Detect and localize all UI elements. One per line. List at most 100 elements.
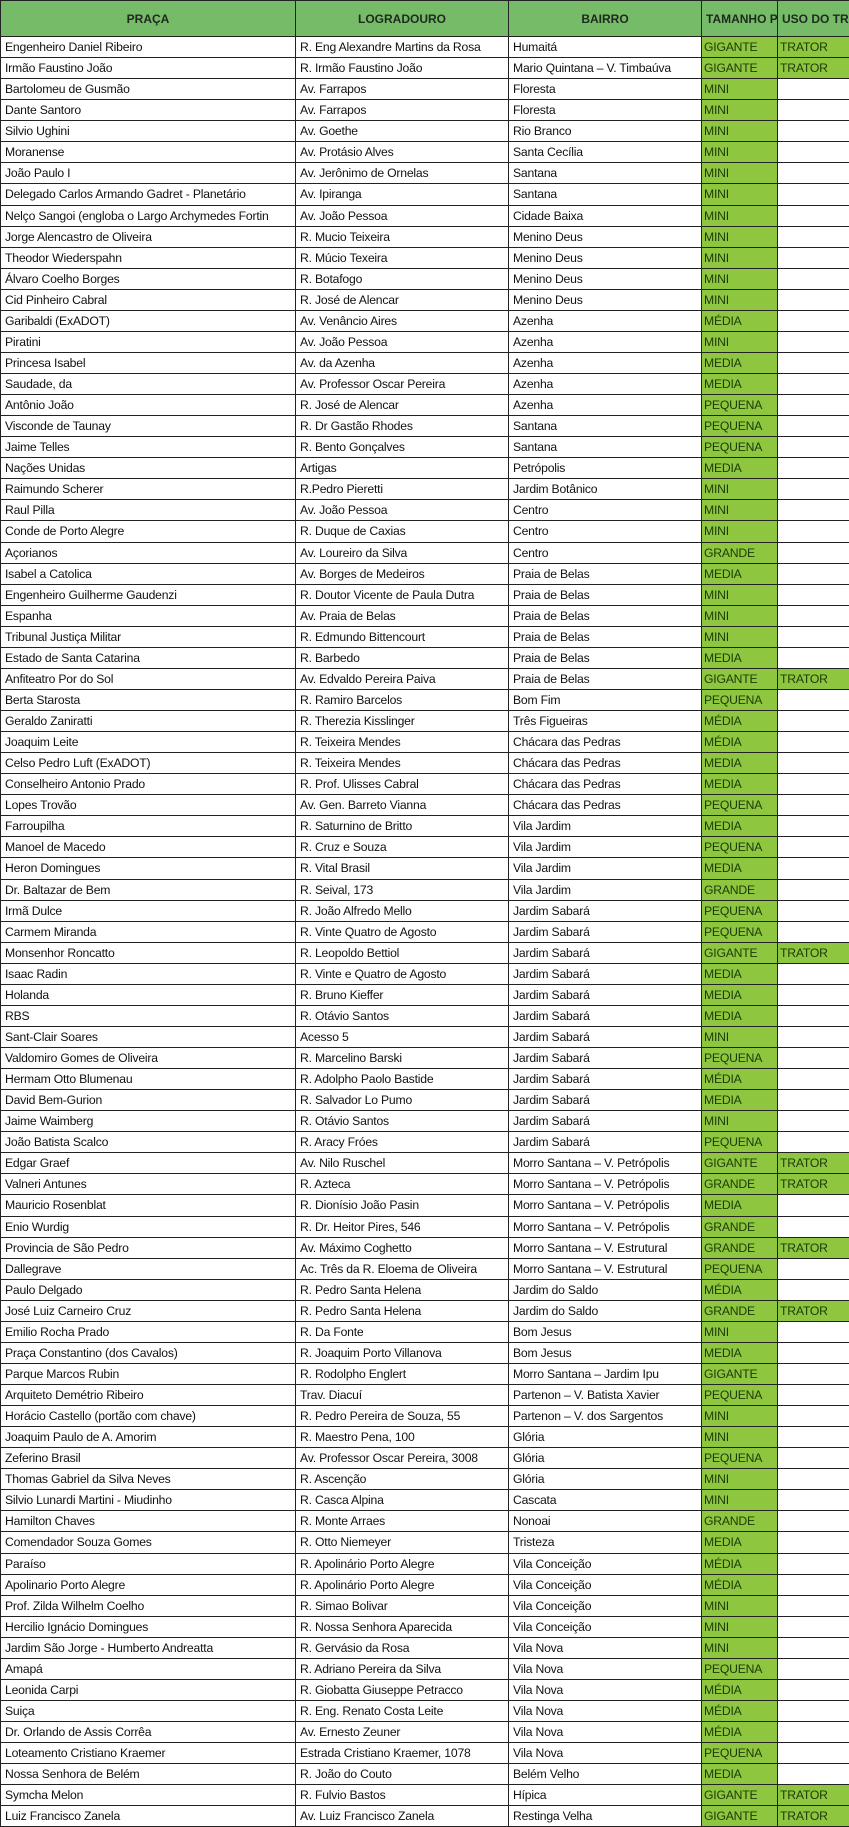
praca-cell: Thomas Gabriel da Silva Neves (0, 1468, 296, 1491)
uso-trator-cell: TRATOR (777, 667, 849, 690)
tamanho-cell: GIGANTE (701, 1784, 778, 1807)
tamanho-cell: MEDIA (701, 1194, 778, 1217)
tamanho-cell: PEQUENA (701, 415, 778, 438)
bairro-cell: Jardim Sabará (508, 962, 702, 985)
uso-trator-cell (777, 752, 849, 775)
tamanho-cell: MINI (701, 583, 778, 606)
table-row: Edgar Graef Av. Nilo Ruschel Morro Santana… (0, 1152, 849, 1175)
logradouro-cell: Artigas (295, 457, 509, 480)
logradouro-cell: R. Irmão Faustino João (295, 57, 509, 80)
table-row: Engenheiro Daniel Ribeiro R. Eng Alexandr… (0, 35, 849, 59)
table-row: Garibaldi (ExADOT) Av. Venâncio Aires Azen… (0, 309, 849, 332)
tamanho-cell: GIGANTE (701, 1362, 778, 1386)
uso-trator-cell (777, 1552, 849, 1575)
uso-trator-cell (777, 309, 849, 332)
praca-cell: Jardim São Jorge - Humberto Andreatta (0, 1636, 296, 1659)
praca-cell: Apolinario Porto Alegre (0, 1573, 296, 1596)
praca-cell: Jaime Waimberg (0, 1110, 296, 1133)
tamanho-cell: MÉDIA (701, 1068, 778, 1091)
tamanho-cell: MEDIA (701, 1089, 778, 1112)
bairro-cell: Vila Conceição (508, 1573, 702, 1596)
table-row: Jaime Waimberg R. Otávio Santos Jardim Sab… (0, 1110, 849, 1133)
uso-trator-cell: TRATOR (777, 1152, 849, 1175)
uso-trator-cell (777, 78, 849, 101)
tamanho-cell: PEQUENA (701, 1046, 778, 1070)
bairro-cell: Nonoai (508, 1510, 702, 1533)
tamanho-cell: MINI (701, 1405, 778, 1428)
bairro-cell: Glória (508, 1426, 702, 1449)
table-row: Horácio Castello (portão com chave) R. Pe… (0, 1405, 849, 1428)
logradouro-cell: R. Joaquim Porto Villanova (295, 1341, 509, 1364)
praca-cell: Dante Santoro (0, 99, 296, 122)
praca-cell: Joaquim Paulo de A. Amorim (0, 1426, 296, 1449)
table-row: Prof. Zilda Wilhelm Coelho R. Simao Boliv… (0, 1594, 849, 1617)
logradouro-cell: R. Casca Alpina (295, 1489, 509, 1512)
table-row: Valneri Antunes R. Azteca Morro Santana – … (0, 1173, 849, 1196)
uso-trator-cell (777, 773, 849, 796)
tamanho-cell: MINI (701, 78, 778, 101)
praca-cell: Delegado Carlos Armando Gadret - Planetá… (0, 183, 296, 206)
logradouro-cell: R. Teixeira Mendes (295, 752, 509, 775)
logradouro-cell: R. Nossa Senhora Aparecida (295, 1615, 509, 1638)
uso-trator-cell (777, 688, 849, 712)
praca-cell: Valneri Antunes (0, 1173, 296, 1196)
table-row: Raul Pilla Av. João Pessoa Centro MINI (0, 499, 849, 522)
praca-cell: Edgar Graef (0, 1152, 296, 1175)
logradouro-cell: R. Simao Bolivar (295, 1594, 509, 1617)
uso-trator-cell (777, 1046, 849, 1070)
bairro-cell: Glória (508, 1468, 702, 1491)
uso-trator-cell (777, 1742, 849, 1765)
bairro-cell: Jardim do Saldo (508, 1278, 702, 1301)
bairro-cell: Morro Santana – V. Petrópolis (508, 1173, 702, 1196)
praca-cell: Arquiteto Demétrio Ribeiro (0, 1383, 296, 1407)
logradouro-cell: R. Otávio Santos (295, 1110, 509, 1133)
bairro-cell: Tristeza (508, 1531, 702, 1554)
logradouro-cell: R. Salvador Lo Pumo (295, 1089, 509, 1112)
logradouro-cell: R. Edmundo Bittencourt (295, 625, 509, 648)
praca-cell: Monsenhor Roncatto (0, 941, 296, 964)
bairro-cell: Morro Santana – V. Petrópolis (508, 1215, 702, 1238)
praca-cell: RBS (0, 1004, 296, 1027)
uso-trator-cell (777, 899, 849, 922)
header-bairro: BAIRRO (508, 0, 702, 37)
praca-cell: Nossa Senhora de Belém (0, 1763, 296, 1786)
praca-cell: Garibaldi (ExADOT) (0, 309, 296, 332)
uso-trator-cell (777, 1720, 849, 1744)
logradouro-cell: R. Therezia Kisslinger (295, 709, 509, 733)
bairro-cell: Vila Nova (508, 1636, 702, 1659)
table-row: Saudade, da Av. Professor Oscar Pereira Az… (0, 372, 849, 396)
tamanho-cell: PEQUENA (701, 394, 778, 417)
bairro-cell: Azenha (508, 309, 702, 332)
bairro-cell: Azenha (508, 372, 702, 396)
praca-cell: Praça Constantino (dos Cavalos) (0, 1341, 296, 1364)
table-row: Heron Domingues R. Vital Brasil Vila Jardi… (0, 857, 849, 880)
uso-trator-cell (777, 1025, 849, 1049)
table-row: Cid Pinheiro Cabral R. José de Alencar Men… (0, 288, 849, 311)
praca-cell: Conselheiro Antonio Prado (0, 773, 296, 796)
logradouro-cell: R. Apolinário Porto Alegre (295, 1552, 509, 1575)
logradouro-cell: Av. João Pessoa (295, 204, 509, 227)
bairro-cell: Jardim Sabará (508, 1025, 702, 1049)
tamanho-cell: MÉDIA (701, 1720, 778, 1744)
tamanho-cell: MEDIA (701, 1004, 778, 1027)
table-row: Geraldo Zaniratti R. Therezia Kisslinger T… (0, 709, 849, 733)
logradouro-cell: Av. João Pessoa (295, 499, 509, 522)
uso-trator-cell (777, 815, 849, 838)
table-row: Holanda R. Bruno Kieffer Jardim Sabará MEDI… (0, 983, 849, 1006)
bairro-cell: Glória (508, 1447, 702, 1470)
logradouro-cell: R. Pedro Santa Helena (295, 1299, 509, 1322)
praca-cell: Antônio João (0, 394, 296, 417)
bairro-cell: Hípica (508, 1784, 702, 1807)
bairro-cell: Centro (508, 520, 702, 543)
table-row: Provincia de São Pedro Av. Máximo Coghett… (0, 1236, 849, 1259)
praca-cell: Paraíso (0, 1552, 296, 1575)
bairro-cell: Menino Deus (508, 267, 702, 290)
logradouro-cell: Av. Protásio Alves (295, 141, 509, 164)
praca-cell: Álvaro Coelho Borges (0, 267, 296, 290)
bairro-cell: Jardim do Saldo (508, 1299, 702, 1322)
bairro-cell: Menino Deus (508, 225, 702, 248)
table-body: Engenheiro Daniel Ribeiro R. Eng Alexandr… (0, 35, 849, 1827)
praca-cell: Carmem Miranda (0, 920, 296, 943)
bairro-cell: Jardim Sabará (508, 1046, 702, 1070)
